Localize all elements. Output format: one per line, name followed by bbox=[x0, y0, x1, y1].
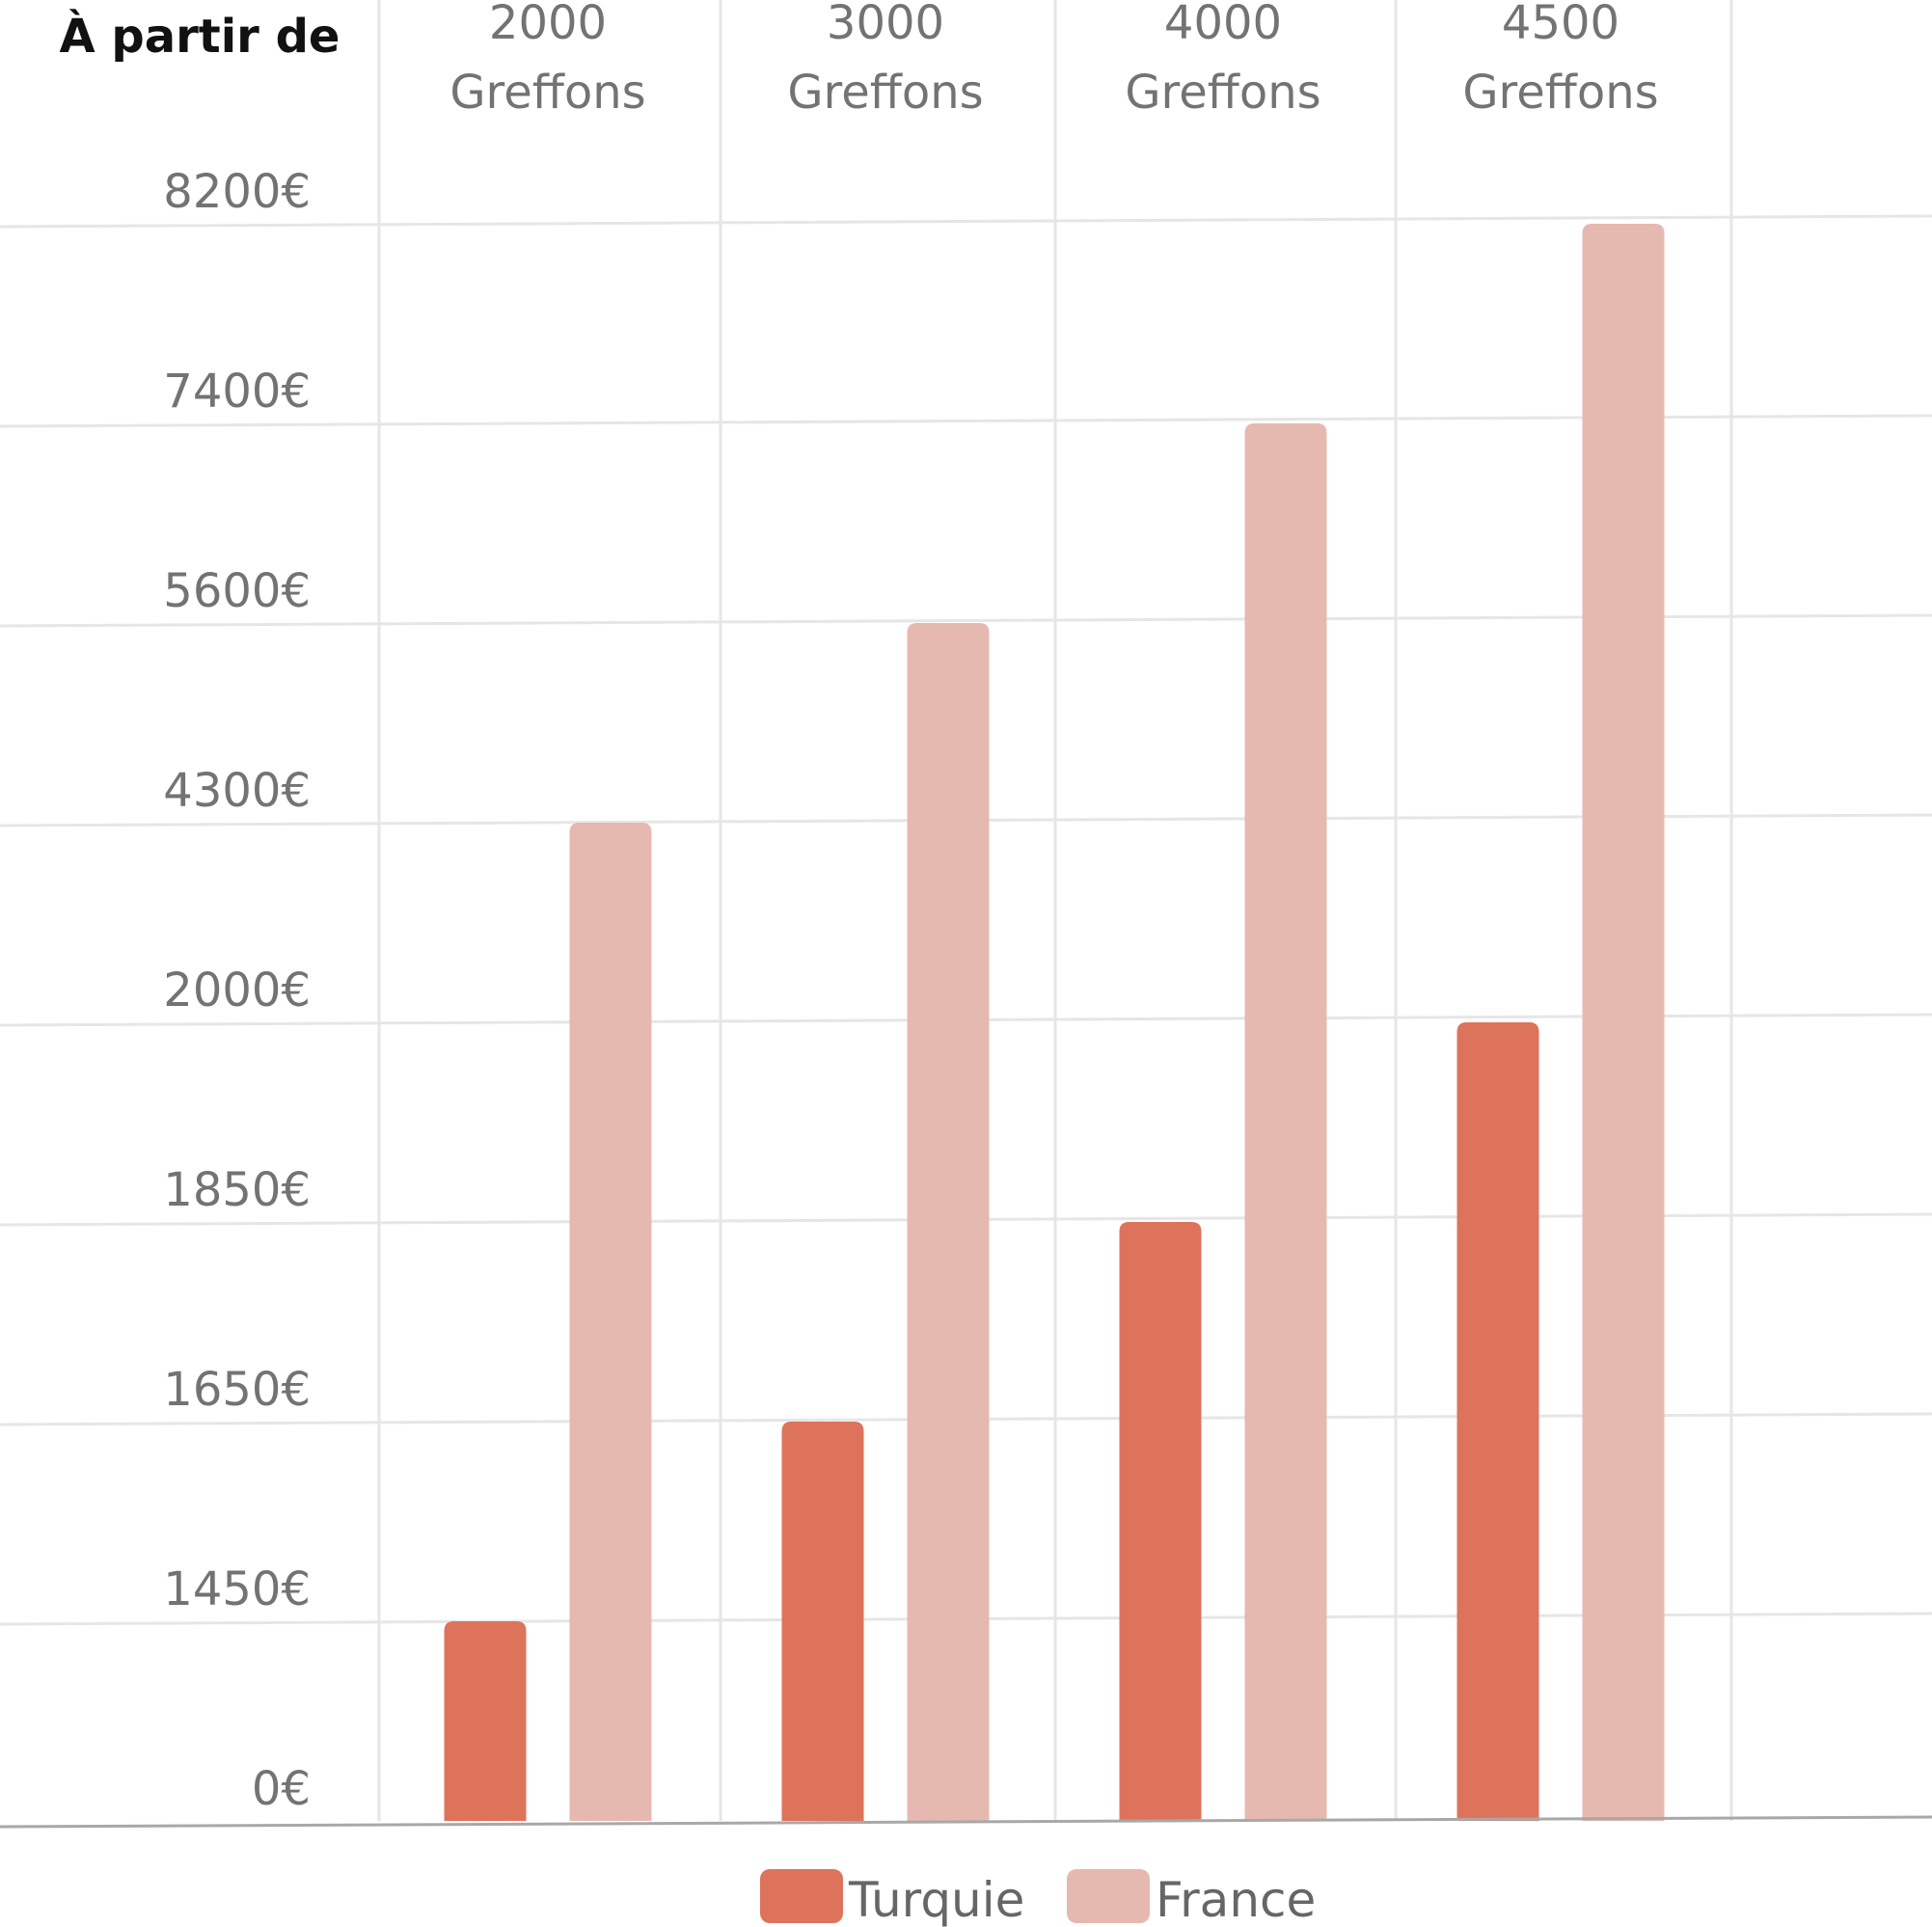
bar-turquie-2 bbox=[781, 1422, 864, 1821]
y-tick-label: 1650€ bbox=[163, 1363, 311, 1417]
x-axis-line bbox=[0, 1815, 1932, 1829]
category-label: 2000 Greffons bbox=[449, 0, 645, 120]
labels: À partir de 0€ 1450€ 1650€ 1850€ 2000€ 4300€ 5… bbox=[60, 0, 1659, 1816]
legend-label: Turquie bbox=[848, 1872, 1024, 1927]
y-tick-label: 7400€ bbox=[163, 365, 311, 419]
legend-swatch bbox=[1067, 1869, 1150, 1923]
y-tick-label: 8200€ bbox=[163, 165, 311, 219]
y-tick-label: 4300€ bbox=[163, 764, 311, 818]
category-label: 4500 Greffons bbox=[1462, 0, 1658, 120]
legend: Turquie France bbox=[760, 1869, 1316, 1927]
legend-label: France bbox=[1156, 1872, 1316, 1927]
y-tick-label: 5600€ bbox=[163, 564, 311, 618]
bar-france-2 bbox=[907, 623, 990, 1821]
y-tick-label: 1850€ bbox=[163, 1163, 311, 1217]
y-tick-label: 2000€ bbox=[163, 964, 311, 1018]
axes bbox=[0, 1815, 1932, 1829]
bar-turquie-3 bbox=[1119, 1222, 1202, 1821]
gridline-h bbox=[0, 214, 1932, 229]
legend-swatch bbox=[760, 1869, 843, 1923]
bars bbox=[444, 224, 1665, 1821]
bar-france-4 bbox=[1582, 224, 1665, 1821]
y-tick-label: 0€ bbox=[252, 1762, 311, 1816]
bar-france-3 bbox=[1244, 423, 1327, 1821]
bar-turquie-1 bbox=[444, 1621, 527, 1821]
corner-label: À partir de bbox=[60, 9, 340, 64]
bar-france-1 bbox=[569, 823, 652, 1821]
bar-turquie-4 bbox=[1456, 1022, 1539, 1821]
category-label: 4000 Greffons bbox=[1125, 0, 1320, 120]
y-tick-label: 1450€ bbox=[163, 1562, 311, 1616]
category-label: 3000 Greffons bbox=[787, 0, 983, 120]
